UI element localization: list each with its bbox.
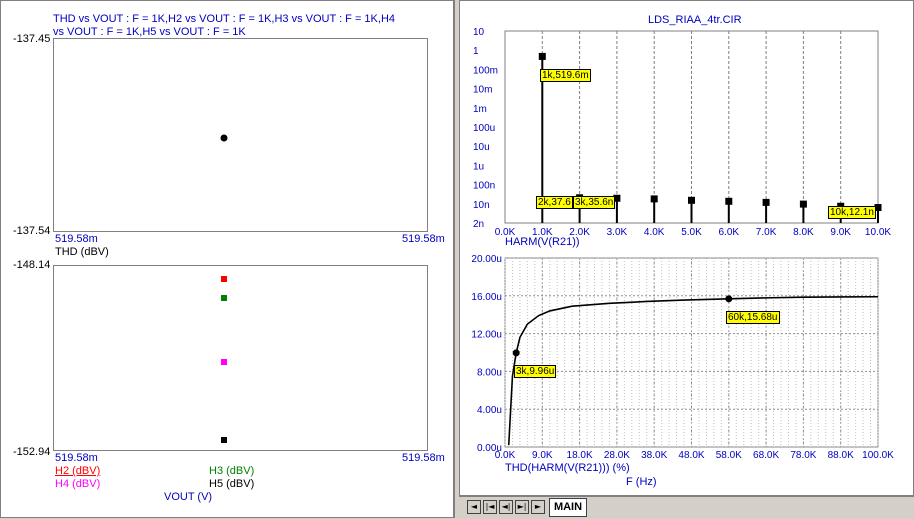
top-plot-xmax: 519.58m bbox=[402, 233, 445, 245]
harmonics-xtick-label: 10.0K bbox=[865, 227, 891, 238]
harmonic-tag-1k: 1k,519.6m bbox=[540, 69, 591, 82]
top-plot-ylabel: THD (dBV) bbox=[55, 246, 109, 258]
harmonics-ytick-label: 100n bbox=[473, 181, 495, 192]
nav-last-button[interactable]: ► bbox=[531, 500, 545, 514]
harmonic-marker bbox=[538, 52, 546, 60]
bottom-plot-area[interactable] bbox=[53, 265, 428, 451]
thd-xtick-label: 58.0K bbox=[716, 450, 742, 461]
h4-point bbox=[221, 359, 227, 365]
harmonic-marker bbox=[688, 196, 695, 204]
thd-xtick-label: 28.0K bbox=[604, 450, 630, 461]
harmonics-ytick-label: 100m bbox=[473, 65, 498, 76]
thd-xtick-label: 0.0K bbox=[495, 450, 516, 461]
thd-point bbox=[220, 134, 228, 142]
nav-prev-page-button[interactable]: |◄ bbox=[483, 500, 497, 514]
thd-tag-3k: 3k,9.96u bbox=[514, 365, 557, 378]
thd-xtick-label: 78.0K bbox=[790, 450, 816, 461]
harmonic-marker bbox=[762, 198, 770, 206]
harmonic-marker bbox=[799, 200, 807, 208]
top-plot-ymin: -137.54 bbox=[13, 225, 51, 237]
harmonics-ytick-label: 10u bbox=[473, 142, 490, 153]
h3-point bbox=[221, 295, 227, 301]
left-title-line1: THD vs VOUT : F = 1K,H2 vs VOUT : F = 1K… bbox=[53, 13, 396, 25]
harmonics-xtick-label: 2.0K bbox=[569, 227, 590, 238]
harmonics-xtick-label: 0.0K bbox=[495, 227, 516, 238]
harmonics-xtick-label: 9.0K bbox=[830, 227, 851, 238]
thd-tag-60k: 60k,15.68u bbox=[726, 311, 780, 324]
harmonics-ytick-label: 1u bbox=[473, 161, 484, 172]
thd-ylabel: THD(HARM(V(R21))) (%) bbox=[505, 462, 630, 474]
legend-h3[interactable]: H3 (dBV) bbox=[209, 465, 255, 477]
harmonics-ytick-label: 100u bbox=[473, 123, 495, 134]
left-title-line2: vs VOUT : F = 1K,H5 vs VOUT : F = 1K bbox=[53, 26, 246, 38]
left-plot-window: THD vs VOUT : F = 1K,H2 vs VOUT : F = 1K… bbox=[0, 0, 455, 518]
right-plot-window: LDS_RIAA_4tr.CIR 10 1 100m 10m 1m 100u 10u 1u 10… bbox=[459, 0, 914, 496]
harmonics-xtick-label: 1.0K bbox=[532, 227, 553, 238]
bottom-plot-xlabel: VOUT (V) bbox=[164, 491, 213, 503]
harmonic-tag-3k: 3k,35.6n bbox=[573, 196, 616, 209]
bottom-plot-xmax: 519.58m bbox=[402, 452, 445, 464]
nav-prev-button[interactable]: ◄| bbox=[499, 500, 513, 514]
thd-xtick-label: 9.0K bbox=[532, 450, 553, 461]
harmonics-ytick-label: 10 bbox=[473, 27, 485, 38]
harmonics-chart[interactable]: 10 1 100m 10m 1m 100u 10u 1u 100n 10n 2n 0.0K 1.0K 2.… bbox=[460, 1, 913, 251]
legend-h2[interactable]: H2 (dBV) bbox=[55, 465, 101, 477]
page-tab-bar: ◄ |◄ ◄| ►| ► MAIN bbox=[459, 496, 914, 519]
harmonics-xtick-label: 7.0K bbox=[756, 227, 777, 238]
harmonic-marker bbox=[650, 195, 658, 203]
harmonic-marker bbox=[725, 197, 733, 205]
thd-ytick-label: 16.00u bbox=[471, 292, 502, 303]
top-plot-ymax: -137.45 bbox=[13, 33, 51, 45]
top-plot-xmin: 519.58m bbox=[55, 233, 98, 245]
harmonics-xlabel: HARM(V(R21)) bbox=[505, 236, 580, 248]
harmonics-xtick-label: 8.0K bbox=[793, 227, 814, 238]
thd-ytick-label: 12.00u bbox=[471, 330, 502, 341]
bottom-plot-xmin: 519.58m bbox=[55, 452, 98, 464]
thd-xtick-label: 48.0K bbox=[678, 450, 704, 461]
thd-xtick-label: 100.0K bbox=[862, 450, 894, 461]
harmonics-xtick-label: 6.0K bbox=[719, 227, 740, 238]
bottom-plot-ymax: -148.14 bbox=[13, 259, 51, 271]
legend-h4[interactable]: H4 (dBV) bbox=[55, 478, 101, 490]
harmonic-tag-2k: 2k,37.6 bbox=[536, 196, 573, 209]
bottom-plot-ymin: -152.94 bbox=[13, 446, 51, 458]
harmonic-marker bbox=[874, 204, 882, 212]
harmonics-ytick-label: 1m bbox=[473, 104, 487, 115]
thd-ytick-label: 0.00u bbox=[477, 443, 502, 454]
thd-ytick-label: 20.00u bbox=[471, 254, 502, 265]
harmonic-marker bbox=[613, 194, 621, 202]
panel-divider[interactable] bbox=[455, 0, 459, 518]
h2-point bbox=[221, 276, 227, 282]
thd-xtick-label: 88.0K bbox=[828, 450, 854, 461]
bottom-plot-svg bbox=[221, 276, 227, 443]
thd-series-line bbox=[507, 295, 879, 446]
harmonics-xtick-label: 3.0K bbox=[607, 227, 628, 238]
tab-main[interactable]: MAIN bbox=[549, 498, 587, 517]
legend-h5[interactable]: H5 (dBV) bbox=[209, 478, 255, 490]
harmonics-ytick-label: 1 bbox=[473, 46, 479, 57]
thd-marker-60k bbox=[725, 295, 733, 303]
thd-xtick-label: 68.0K bbox=[753, 450, 779, 461]
top-plot-area[interactable] bbox=[53, 38, 428, 232]
thd-xtick-label: 38.0K bbox=[641, 450, 667, 461]
harmonic-tag-10k: 10k,12.1n bbox=[828, 206, 876, 219]
harmonics-ytick-label: 2n bbox=[473, 219, 484, 230]
harmonics-ytick-label: 10m bbox=[473, 85, 492, 96]
h5-point bbox=[221, 437, 227, 443]
thd-ytick-label: 4.00u bbox=[477, 405, 502, 416]
thd-xtick-label: 18.0K bbox=[567, 450, 593, 461]
nav-next-button[interactable]: ►| bbox=[515, 500, 529, 514]
right-title: LDS_RIAA_4tr.CIR bbox=[648, 14, 742, 26]
harmonics-xtick-label: 4.0K bbox=[644, 227, 665, 238]
top-plot-svg bbox=[220, 134, 228, 142]
harmonics-ytick-label: 10n bbox=[473, 200, 490, 211]
harmonics-xtick-label: 5.0K bbox=[681, 227, 702, 238]
thd-xlabel: F (Hz) bbox=[626, 476, 657, 488]
thd-ytick-label: 8.00u bbox=[477, 367, 502, 378]
nav-first-button[interactable]: ◄ bbox=[467, 500, 481, 514]
thd-marker-3k bbox=[512, 349, 520, 357]
